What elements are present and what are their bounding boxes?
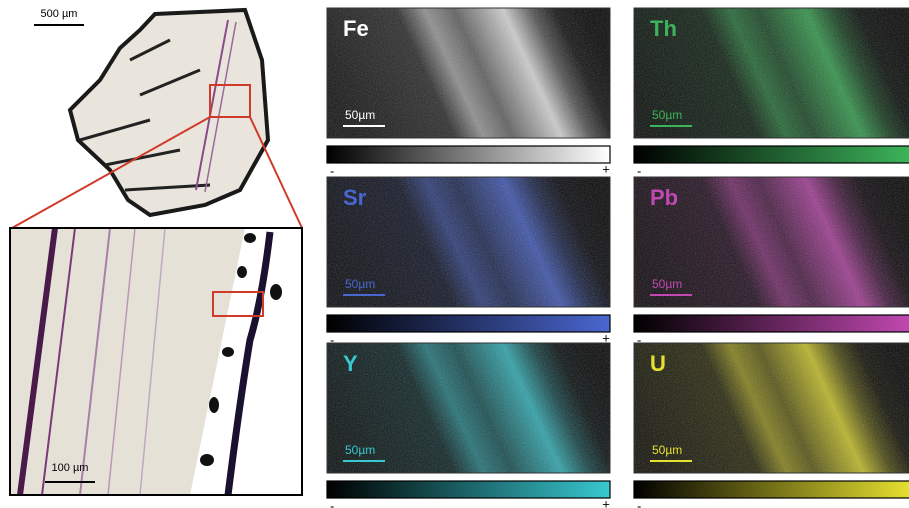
colorbar-min: - (637, 332, 641, 347)
map-frame (633, 176, 909, 308)
map-noise (327, 343, 610, 473)
map-frame (326, 7, 611, 139)
colorbar-min: - (330, 498, 334, 508)
crystal-overview (11, 7, 303, 229)
map-noise (634, 177, 909, 307)
colorbar (633, 145, 909, 164)
colorbar-max: + (602, 496, 610, 508)
scale-label: 50µm (652, 443, 682, 457)
scale-label: 50µm (652, 108, 682, 122)
scale-label: 50µm (345, 108, 375, 122)
map-noise (634, 8, 909, 138)
scale-label: 500 µm (41, 8, 78, 20)
map-frame (633, 342, 909, 474)
map-noise (327, 177, 610, 307)
map-frame (633, 7, 909, 139)
map-noise (634, 343, 909, 473)
scale-label: 100 µm (52, 462, 89, 474)
map-frame (326, 176, 611, 308)
inset (9, 227, 303, 496)
map-noise (327, 8, 610, 138)
colorbar-max: + (602, 330, 610, 345)
colorbar (633, 480, 909, 499)
colorbar (633, 314, 909, 333)
colorbar-max: + (602, 161, 610, 176)
element-label: U (650, 351, 666, 376)
colorbar (326, 145, 611, 164)
element-label: Fe (343, 16, 369, 41)
element-label: Y (343, 351, 358, 376)
colorbar-min: - (330, 332, 334, 347)
colorbar (326, 314, 611, 333)
map-frame (326, 342, 611, 474)
scale-label: 50µm (345, 277, 375, 291)
scale-label: 50µm (652, 277, 682, 291)
element-label: Sr (343, 185, 367, 210)
colorbar-min: - (637, 498, 641, 508)
colorbar-min: - (637, 163, 641, 178)
scale-label: 50µm (345, 443, 375, 457)
colorbar (326, 480, 611, 499)
colorbar-min: - (330, 163, 334, 178)
element-label: Th (650, 16, 677, 41)
element-label: Pb (650, 185, 678, 210)
